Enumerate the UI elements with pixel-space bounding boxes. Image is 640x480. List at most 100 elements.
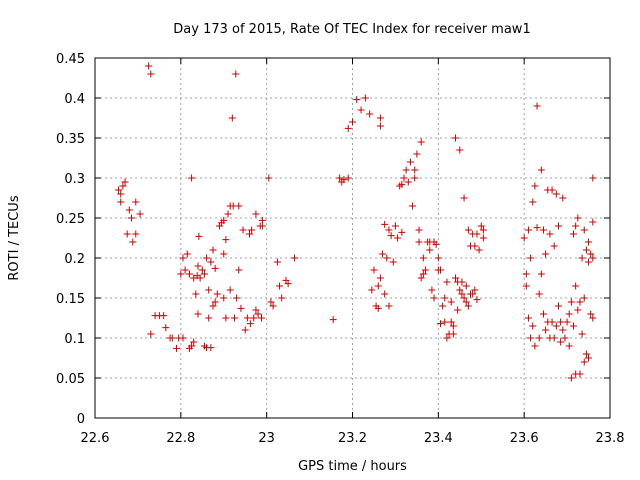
x-tick-label: 22.6 bbox=[81, 431, 110, 446]
data-point bbox=[241, 326, 249, 334]
y-tick-label: 0.35 bbox=[56, 132, 85, 147]
data-point bbox=[415, 238, 423, 246]
data-point bbox=[129, 238, 137, 246]
data-point bbox=[582, 246, 590, 254]
x-tick-label: 23.8 bbox=[596, 431, 625, 446]
data-point bbox=[520, 234, 528, 242]
data-point bbox=[539, 226, 547, 234]
data-point bbox=[533, 102, 541, 110]
data-point bbox=[232, 70, 240, 78]
data-point bbox=[585, 238, 593, 246]
data-point bbox=[589, 314, 597, 322]
data-point bbox=[353, 96, 361, 104]
data-point bbox=[589, 218, 597, 226]
data-point bbox=[121, 178, 129, 186]
data-point bbox=[417, 138, 425, 146]
data-point bbox=[235, 202, 243, 210]
data-point bbox=[589, 254, 597, 262]
data-point bbox=[552, 322, 560, 330]
data-point bbox=[565, 310, 573, 318]
data-point bbox=[207, 258, 215, 266]
data-point bbox=[434, 254, 442, 262]
data-point bbox=[580, 226, 588, 234]
data-point bbox=[443, 278, 451, 286]
data-point bbox=[432, 240, 440, 248]
data-point bbox=[567, 374, 575, 382]
data-point bbox=[555, 222, 562, 230]
data-point bbox=[419, 254, 427, 262]
data-point bbox=[535, 290, 543, 298]
data-point bbox=[394, 234, 402, 242]
x-tick-label: 23.2 bbox=[338, 431, 367, 446]
data-point bbox=[190, 338, 198, 346]
data-point bbox=[132, 230, 140, 238]
data-point bbox=[555, 302, 562, 310]
data-point bbox=[539, 310, 547, 318]
data-point bbox=[522, 282, 530, 290]
data-point bbox=[529, 322, 537, 330]
data-point bbox=[181, 266, 189, 274]
data-point bbox=[400, 174, 408, 182]
data-point bbox=[273, 258, 281, 266]
data-point bbox=[411, 174, 419, 182]
data-point bbox=[228, 114, 236, 122]
data-point bbox=[246, 230, 253, 238]
data-point bbox=[185, 270, 193, 278]
data-point bbox=[194, 262, 202, 270]
data-point bbox=[582, 350, 590, 358]
data-point bbox=[160, 312, 168, 320]
data-point bbox=[125, 206, 133, 214]
data-point bbox=[196, 274, 204, 282]
data-point bbox=[211, 298, 219, 306]
data-point bbox=[243, 314, 251, 322]
data-point bbox=[265, 174, 273, 182]
data-point bbox=[537, 166, 545, 174]
data-point bbox=[252, 210, 260, 218]
data-point bbox=[524, 314, 532, 322]
data-point bbox=[385, 302, 393, 310]
data-point bbox=[458, 290, 466, 298]
data-point bbox=[379, 250, 387, 258]
data-point bbox=[198, 266, 206, 274]
data-point bbox=[117, 198, 125, 206]
data-point bbox=[406, 158, 414, 166]
data-point bbox=[430, 294, 438, 302]
grid-layer bbox=[95, 58, 610, 418]
data-point bbox=[387, 232, 395, 240]
data-point bbox=[177, 270, 185, 278]
y-tick-label: 0.15 bbox=[56, 292, 85, 307]
y-tick-label: 0.45 bbox=[56, 52, 85, 67]
data-point bbox=[471, 242, 479, 250]
data-point bbox=[179, 334, 187, 342]
data-point bbox=[389, 258, 397, 266]
data-point bbox=[385, 226, 393, 234]
y-tick-label: 0.05 bbox=[56, 372, 85, 387]
data-point bbox=[460, 294, 468, 302]
data-point bbox=[574, 214, 582, 222]
x-tick-label: 23.6 bbox=[510, 431, 539, 446]
data-point bbox=[447, 298, 455, 306]
y-tick-label: 0 bbox=[77, 412, 85, 427]
data-point bbox=[254, 310, 262, 318]
data-point bbox=[462, 282, 470, 290]
data-point bbox=[559, 194, 567, 202]
data-point bbox=[479, 234, 487, 242]
data-point bbox=[473, 230, 481, 238]
data-point bbox=[368, 286, 376, 294]
data-point bbox=[233, 294, 241, 302]
data-point bbox=[194, 310, 202, 318]
data-point bbox=[585, 258, 593, 266]
data-point bbox=[220, 216, 228, 224]
data-point bbox=[173, 344, 181, 352]
data-point bbox=[428, 286, 436, 294]
data-point bbox=[550, 334, 558, 342]
data-point bbox=[147, 330, 155, 338]
data-point bbox=[464, 226, 472, 234]
data-point bbox=[370, 266, 378, 274]
data-point bbox=[537, 270, 545, 278]
data-point bbox=[565, 342, 573, 350]
data-point bbox=[222, 314, 230, 322]
data-point bbox=[376, 274, 384, 282]
data-point bbox=[576, 370, 584, 378]
